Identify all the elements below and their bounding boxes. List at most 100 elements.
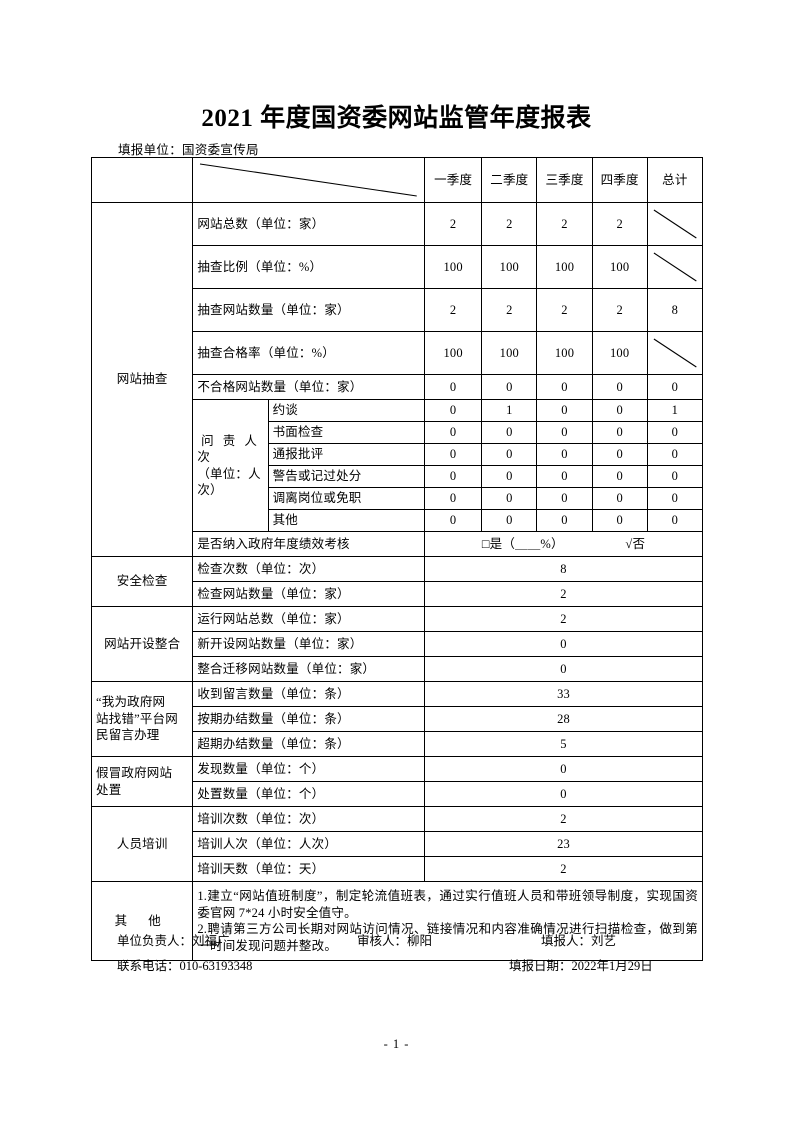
- cell-accountability-other-total: 0: [646, 509, 704, 532]
- cell-unqualified-q1: 0: [424, 374, 483, 400]
- section-label-website-inspection: 网站抽查: [90, 202, 194, 557]
- section-label-security-check: 安全检查: [90, 556, 194, 607]
- row-label-total-sites: 网站总数（单位：家）: [192, 202, 426, 246]
- table-row: 是否纳入政府年度绩效考核 □是（＿＿%） √否: [92, 531, 703, 557]
- fake-sites-label-line2: 处置: [96, 782, 122, 797]
- row-label-training-times: 培训次数（单位：次）: [192, 806, 426, 832]
- row-label-ontime-resolved: 按期办结数量（单位：条）: [192, 706, 426, 732]
- cell-sampled-count-q1: 2: [424, 288, 483, 332]
- table-row: 抽查比例（单位：%） 100 100 100 100: [92, 245, 704, 289]
- page-number: - 1 -: [383, 1037, 410, 1051]
- option-no[interactable]: √否: [625, 536, 646, 551]
- row-label-sampled-count: 抽查网站数量（单位：家）: [192, 288, 426, 332]
- footer-row-contact: 联系电话：010-63193348 填报日期：2022年1月29日: [91, 955, 703, 980]
- table-row: 通报批评 0 0 0 0 0: [92, 443, 704, 466]
- accountability-label-line3: （单位：人: [197, 466, 261, 481]
- cell-warning-demerit-q1: 0: [424, 465, 483, 488]
- feedback-label-line2: 站找错”平台网: [96, 711, 178, 726]
- table-header-row: 一季度 二季度 三季度 四季度 总计: [90, 157, 704, 203]
- row-label-accountability-other: 其他: [267, 509, 426, 532]
- row-label-public-criticism: 通报批评: [267, 443, 426, 466]
- table-row: 不合格网站数量（单位：家） 0 0 0 0 0: [92, 374, 704, 400]
- cell-transfer-dismissal-q3: 0: [536, 487, 593, 510]
- header-corner-cell: [90, 157, 194, 203]
- section-label-training: 人员培训: [90, 806, 194, 882]
- table-row: 超期办结数量（单位：条） 5: [92, 731, 703, 757]
- cell-transfer-dismissal-q2: 0: [481, 487, 538, 510]
- cell-other-description: 1.建立“网站值班制度”，制定轮流值班表，通过实行值班人员和带班领导制度，实现国…: [192, 881, 703, 961]
- cell-sample-ratio-total-slash: [646, 245, 704, 289]
- cell-performance-assessment-options: □是（＿＿%） √否: [424, 531, 703, 557]
- cell-pass-rate-q4: 100: [591, 331, 648, 375]
- row-label-interview: 约谈: [267, 399, 426, 422]
- cell-interview-total: 1: [646, 399, 704, 422]
- cell-checked-sites-value: 2: [424, 581, 703, 607]
- contact-phone: 联系电话：010-63193348: [117, 955, 252, 974]
- accountability-label-line1: 问 责 人: [201, 433, 260, 448]
- cell-training-times-value: 2: [424, 806, 703, 832]
- table-row: 按期办结数量（单位：条） 28: [92, 706, 703, 732]
- report-date: 填报日期：2022年1月29日: [509, 955, 653, 974]
- cell-warning-demerit-q3: 0: [536, 465, 593, 488]
- section-label-feedback-platform: “我为政府网 站找错”平台网 民留言办理: [90, 681, 194, 757]
- reviewer-value: 柳阳: [407, 934, 433, 948]
- row-label-messages-received: 收到留言数量（单位：条）: [192, 681, 426, 707]
- cell-interview-q1: 0: [424, 399, 483, 422]
- row-label-fake-found: 发现数量（单位：个）: [192, 756, 426, 782]
- row-label-written-review: 书面检查: [267, 421, 426, 444]
- feedback-label-line1: “我为政府网: [96, 695, 166, 710]
- cell-new-sites-value: 0: [424, 631, 703, 657]
- cell-total-sites-q2: 2: [481, 202, 538, 246]
- page-title: 2021 年度国资委网站监管年度报表: [201, 105, 592, 132]
- row-label-training-days: 培训天数（单位：天）: [192, 856, 426, 882]
- header-q3: 三季度: [536, 157, 593, 203]
- cell-transfer-dismissal-total: 0: [646, 487, 704, 510]
- cell-unqualified-q4: 0: [591, 374, 648, 400]
- header-total: 总计: [646, 157, 704, 203]
- cell-written-review-q4: 0: [591, 421, 648, 444]
- table-row: 其 他 1.建立“网站值班制度”，制定轮流值班表，通过实行值班人员和带班领导制度…: [90, 881, 703, 961]
- cell-sampled-count-q4: 2: [591, 288, 648, 332]
- cell-written-review-total: 0: [646, 421, 704, 444]
- table-row: 整合迁移网站数量（单位：家） 0: [92, 656, 703, 682]
- cell-sample-ratio-q4: 100: [591, 245, 648, 289]
- table-row: 网站抽查 网站总数（单位：家） 2 2 2 2: [90, 202, 704, 557]
- other-paragraph-1: 1.建立“网站值班制度”，制定轮流值班表，通过实行值班人员和带班领导制度，实现国…: [197, 889, 698, 920]
- cell-pass-rate-q1: 100: [424, 331, 483, 375]
- cell-fake-handled-value: 0: [424, 781, 703, 807]
- fake-sites-label-line1: 假冒政府网站: [96, 766, 173, 780]
- row-label-new-sites: 新开设网站数量（单位：家）: [192, 631, 426, 657]
- cell-transfer-dismissal-q1: 0: [424, 487, 483, 510]
- cell-overdue-resolved-value: 5: [424, 731, 703, 757]
- cell-public-criticism-q2: 0: [481, 443, 538, 466]
- cell-interview-q4: 0: [591, 399, 648, 422]
- option-yes[interactable]: □是（＿＿%）: [481, 536, 564, 551]
- cell-interview-q3: 0: [536, 399, 593, 422]
- cell-total-sites-q1: 2: [424, 202, 483, 246]
- row-label-checked-sites: 检查网站数量（单位：家）: [192, 581, 426, 607]
- filler-label: 填报人：: [541, 934, 592, 948]
- cell-total-sites-total-slash: [646, 202, 704, 246]
- header-diagonal-cell: [192, 157, 426, 203]
- cell-public-criticism-q3: 0: [536, 443, 593, 466]
- cell-written-review-q1: 0: [424, 421, 483, 444]
- cell-ontime-resolved-value: 28: [424, 706, 703, 732]
- table-row: 网站开设整合 运行网站总数（单位：家） 2: [90, 606, 703, 682]
- header-q1: 一季度: [424, 157, 483, 203]
- responsible-person-value: 刘福广: [192, 934, 230, 948]
- row-label-unqualified: 不合格网站数量（单位：家）: [192, 374, 426, 400]
- reporting-unit-label: 填报单位：: [118, 143, 183, 157]
- contact-phone-label: 联系电话：: [117, 959, 180, 973]
- cell-written-review-q2: 0: [481, 421, 538, 444]
- cell-training-persons-value: 23: [424, 831, 703, 857]
- header-q2: 二季度: [481, 157, 538, 203]
- cell-running-sites-value: 2: [424, 606, 703, 632]
- filler-value: 刘艺: [591, 934, 617, 948]
- cell-sample-ratio-q2: 100: [481, 245, 538, 289]
- cell-merged-sites-value: 0: [424, 656, 703, 682]
- row-label-check-times: 检查次数（单位：次）: [192, 556, 426, 582]
- cell-transfer-dismissal-q4: 0: [591, 487, 648, 510]
- cell-pass-rate-total-slash: [646, 331, 704, 375]
- cell-interview-q2: 1: [481, 399, 538, 422]
- cell-public-criticism-q1: 0: [424, 443, 483, 466]
